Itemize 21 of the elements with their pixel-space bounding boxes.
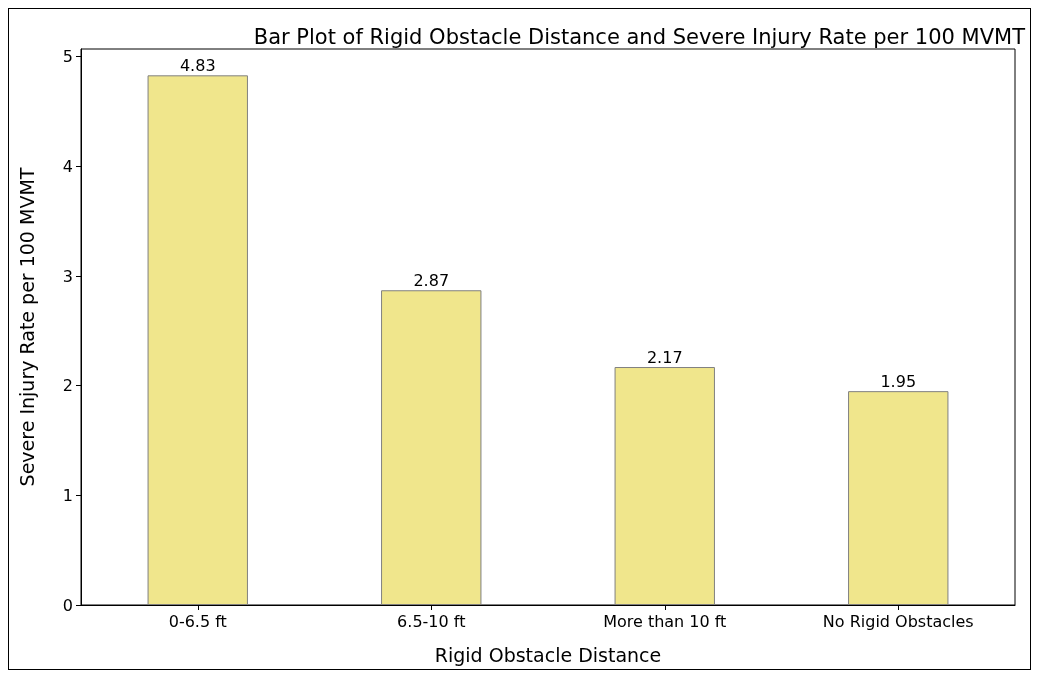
- y-tick-label: 5: [62, 47, 73, 67]
- chart-title: Bar Plot of Rigid Obstacle Distance and Severe Injury Rate per 100 MVMT: [253, 24, 1026, 49]
- data-label: 1.95: [880, 371, 917, 391]
- y-tick-label: 4: [62, 156, 73, 176]
- y-tick-label: 3: [62, 266, 73, 286]
- x-tick-label: 0-6.5 ft: [168, 611, 227, 631]
- y-tick-label: 1: [62, 485, 73, 505]
- data-label: 4.83: [179, 55, 216, 75]
- y-axis-title: Severe Injury Rate per 100 MVMT: [15, 167, 38, 487]
- y-tick-label: 2: [62, 376, 73, 396]
- x-tick-label: More than 10 ft: [603, 611, 727, 631]
- bar: [147, 75, 248, 605]
- bar: [381, 290, 482, 605]
- data-label: 2.17: [646, 347, 683, 367]
- y-tick-label: 0: [62, 595, 73, 615]
- x-axis-title: Rigid Obstacle Distance: [434, 643, 662, 666]
- x-tick-label: 6.5-10 ft: [397, 611, 466, 631]
- bar: [848, 391, 949, 605]
- x-tick-label: No Rigid Obstacles: [822, 611, 974, 631]
- data-label: 2.87: [413, 270, 450, 290]
- bar: [614, 367, 715, 605]
